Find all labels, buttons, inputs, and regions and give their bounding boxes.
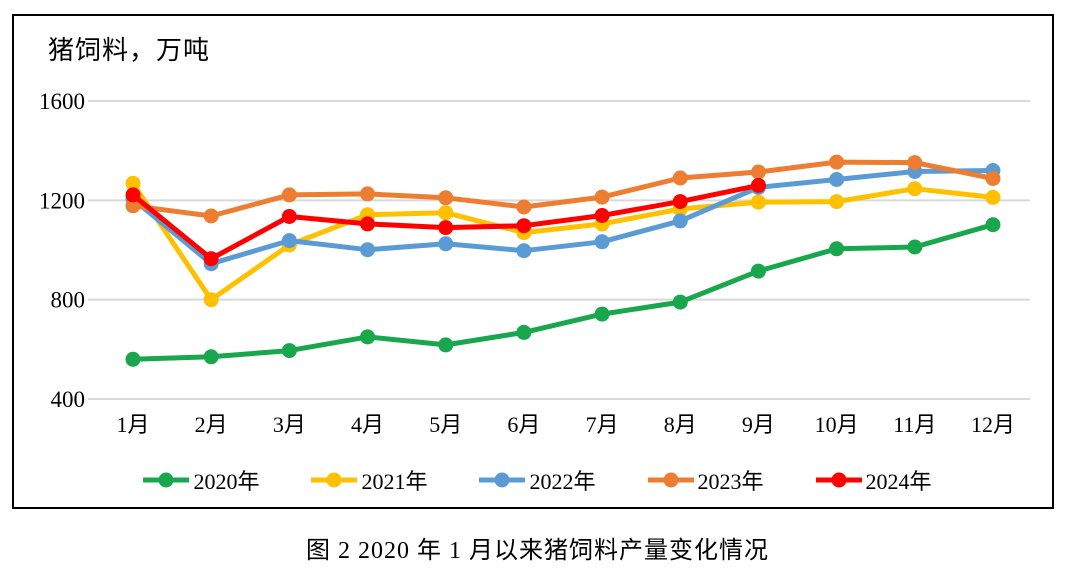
data-point-2021年-12月 <box>985 189 1001 205</box>
legend-marker-icon <box>647 472 694 488</box>
x-tick-label-8: 8月 <box>664 412 697 437</box>
legend-item-2022年: 2022年 <box>479 464 596 496</box>
data-point-2024年-3月 <box>281 209 297 224</box>
data-point-2023年-7月 <box>594 189 610 205</box>
data-point-2023年-10月 <box>829 154 845 170</box>
data-point-2024年-4月 <box>360 216 376 232</box>
data-point-2020年-2月 <box>203 349 219 365</box>
data-point-2024年-7月 <box>594 208 610 223</box>
series-line-2023年 <box>130 159 996 219</box>
data-point-2021年-11月 <box>907 181 923 197</box>
y-tick-label-400: 400 <box>51 387 86 412</box>
data-point-2022年-5月 <box>438 236 454 252</box>
data-point-2024年-2月 <box>203 251 219 267</box>
data-point-2024年-1月 <box>125 187 141 203</box>
data-point-2024年-8月 <box>672 194 688 210</box>
data-point-2021年-1月 <box>125 175 141 191</box>
data-point-2024年-5月 <box>438 220 454 236</box>
legend-item-2021年: 2021年 <box>311 464 427 496</box>
data-point-2023年-9月 <box>750 164 766 180</box>
data-point-2022年-8月 <box>672 213 688 229</box>
x-tick-label-9: 9月 <box>742 412 775 437</box>
data-point-2020年-9月 <box>750 263 766 279</box>
legend-marker-icon <box>479 472 526 488</box>
data-point-2020年-11月 <box>907 239 923 255</box>
data-point-2022年-6月 <box>516 243 532 259</box>
legend-label-2022年: 2022年 <box>529 469 596 494</box>
data-point-2020年-12月 <box>985 217 1001 233</box>
data-point-2022年-7月 <box>594 234 610 250</box>
series-line-2020年 <box>130 222 996 362</box>
data-point-2023年-12月 <box>985 171 1001 186</box>
data-point-2020年-3月 <box>281 343 297 359</box>
x-tick-label-12: 12月 <box>971 412 1015 437</box>
data-point-2024年-9月 <box>750 177 766 193</box>
legend-item-2023年: 2023年 <box>647 464 764 496</box>
data-point-2023年-5月 <box>438 190 454 206</box>
y-tick-label-1600: 1600 <box>39 89 85 114</box>
series-line-2022年 <box>130 168 996 267</box>
legend-item-2024年: 2024年 <box>815 464 932 496</box>
data-point-2021年-9月 <box>750 194 766 210</box>
x-tick-label-10: 10月 <box>815 412 859 437</box>
x-tick-label-1: 1月 <box>116 412 149 437</box>
data-point-2023年-6月 <box>516 199 532 215</box>
x-tick-label-11: 11月 <box>893 412 936 437</box>
x-tick-label-5: 5月 <box>429 412 462 437</box>
data-point-2023年-3月 <box>281 187 297 203</box>
x-tick-label-6: 6月 <box>507 412 540 437</box>
data-point-2020年-6月 <box>516 324 532 340</box>
chart-title: 猪饲料，万吨 <box>48 36 211 65</box>
legend-label-2024年: 2024年 <box>865 469 932 494</box>
legend-marker-icon <box>143 472 190 488</box>
data-point-2021年-2月 <box>203 292 219 308</box>
legend-label-2021年: 2021年 <box>361 469 428 494</box>
data-point-2022年-4月 <box>360 242 376 258</box>
y-tick-label-1200: 1200 <box>39 188 85 213</box>
data-point-2024年-6月 <box>516 218 532 234</box>
data-point-2021年-5月 <box>438 205 454 221</box>
data-point-2020年-5月 <box>438 337 454 353</box>
legend-label-2023年: 2023年 <box>697 469 764 494</box>
data-point-2023年-4月 <box>360 186 376 202</box>
data-point-2023年-8月 <box>672 170 688 186</box>
data-point-2020年-8月 <box>672 294 688 310</box>
data-point-2020年-1月 <box>125 351 141 367</box>
data-point-2023年-11月 <box>907 155 923 171</box>
legend-marker-icon <box>311 472 358 488</box>
data-point-2023年-1月 <box>125 198 141 214</box>
y-tick-label-800: 800 <box>51 288 86 313</box>
x-tick-label-3: 3月 <box>273 412 306 437</box>
x-tick-label-4: 4月 <box>351 412 384 437</box>
chart-legend: 2020年 2021年 2022年 2023年 2024年 <box>0 464 1075 496</box>
x-tick-label-7: 7月 <box>586 412 619 437</box>
legend-label-2020年: 2020年 <box>193 469 260 494</box>
data-point-2022年-3月 <box>281 233 297 249</box>
series-line-2021年 <box>130 180 996 303</box>
data-point-2023年-2月 <box>203 208 219 224</box>
x-tick-label-2: 2月 <box>195 412 228 437</box>
data-point-2020年-7月 <box>594 306 610 322</box>
data-point-2022年-10月 <box>829 172 845 187</box>
data-point-2021年-10月 <box>829 194 845 210</box>
data-point-2020年-4月 <box>360 329 376 345</box>
data-point-2020年-10月 <box>829 241 845 257</box>
figure-caption: 图 2 2020 年 1 月以来猪饲料产量变化情况 <box>306 538 769 564</box>
legend-marker-icon <box>815 472 862 488</box>
legend-item-2020年: 2020年 <box>143 464 259 496</box>
